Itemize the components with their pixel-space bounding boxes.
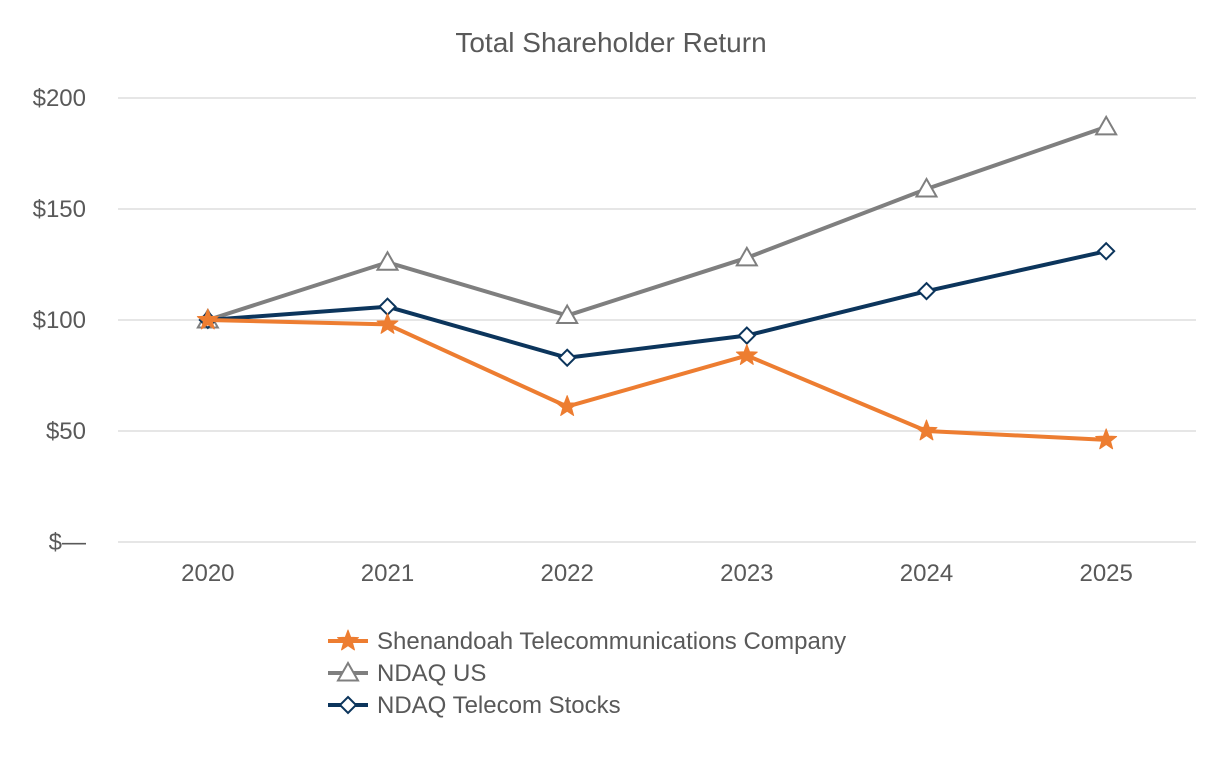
legend-marker-triangle bbox=[336, 660, 360, 682]
data-point-triangle bbox=[375, 250, 400, 271]
y-axis-ticks: $— $50 $100 $150 $200 bbox=[33, 85, 86, 556]
x-tick-label: 2025 bbox=[1079, 560, 1132, 587]
series-star bbox=[196, 308, 1118, 450]
legend-marker-diamond bbox=[338, 695, 358, 715]
data-point-diamond bbox=[557, 348, 577, 368]
data-series bbox=[196, 114, 1118, 450]
legend-item: Shenandoah Telecommunications Company bbox=[328, 628, 846, 655]
series-triangle bbox=[196, 114, 1118, 329]
data-point-star bbox=[915, 419, 938, 441]
series-diamond bbox=[198, 241, 1116, 368]
data-point-star bbox=[1095, 428, 1118, 450]
x-tick-label: 2023 bbox=[720, 560, 773, 587]
data-point-diamond bbox=[737, 326, 757, 345]
x-tick-label: 2024 bbox=[900, 560, 953, 587]
legend-label: Shenandoah Telecommunications Company bbox=[377, 628, 846, 655]
data-point-star bbox=[376, 312, 399, 334]
data-point-triangle bbox=[1094, 114, 1118, 136]
legend-marker-star bbox=[337, 629, 359, 651]
data-point-star bbox=[556, 395, 579, 416]
series-line bbox=[205, 318, 1109, 442]
x-tick-label: 2022 bbox=[540, 560, 593, 587]
data-point-star bbox=[196, 308, 219, 330]
x-axis-ticks: 2020 2021 2022 2023 2024 2025 bbox=[181, 560, 1133, 587]
y-tick-label: $100 bbox=[33, 307, 86, 334]
legend-label: NDAQ US bbox=[377, 660, 486, 687]
data-point-diamond bbox=[378, 297, 397, 317]
data-point-triangle bbox=[555, 303, 579, 325]
y-tick-label: $— bbox=[49, 529, 86, 556]
series-line bbox=[205, 124, 1109, 322]
series-line bbox=[205, 249, 1109, 360]
data-point-triangle bbox=[735, 245, 759, 267]
legend-label: NDAQ Telecom Stocks bbox=[377, 692, 621, 719]
legend: Shenandoah Telecommunications Company NDA… bbox=[328, 628, 846, 719]
data-point-star bbox=[735, 344, 758, 365]
x-tick-label: 2021 bbox=[361, 560, 414, 587]
y-tick-label: $50 bbox=[46, 418, 86, 445]
legend-item: NDAQ Telecom Stocks bbox=[328, 692, 621, 719]
data-point-diamond bbox=[917, 281, 936, 301]
y-tick-label: $150 bbox=[33, 196, 86, 223]
chart-title: Total Shareholder Return bbox=[455, 27, 766, 58]
y-tick-label: $200 bbox=[33, 85, 86, 112]
data-point-triangle bbox=[914, 177, 939, 198]
gridlines bbox=[118, 97, 1196, 543]
data-point-diamond bbox=[1096, 241, 1116, 261]
x-tick-label: 2020 bbox=[181, 560, 234, 587]
legend-item: NDAQ US bbox=[328, 660, 486, 687]
